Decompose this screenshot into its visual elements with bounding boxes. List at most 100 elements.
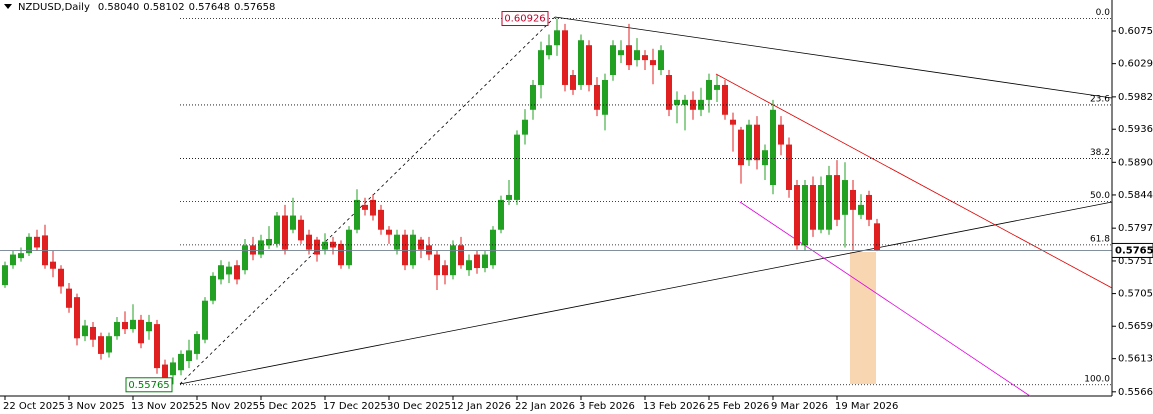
candle-body xyxy=(242,245,248,271)
candle-body xyxy=(482,254,488,269)
candle-body xyxy=(498,199,504,230)
fib-level-label: 50.0 xyxy=(1090,191,1110,201)
candle-body xyxy=(610,45,616,76)
candle-body xyxy=(362,204,368,210)
candle-body xyxy=(706,79,712,100)
x-tick-label: 17 Dec 2025 xyxy=(323,401,387,412)
x-tick-label: 3 Feb 2026 xyxy=(579,401,635,412)
candle-body xyxy=(538,50,544,85)
candle-body xyxy=(218,265,224,280)
y-tick-label: 0.59822 xyxy=(1118,92,1153,103)
y-tick-label: 0.59366 xyxy=(1118,124,1153,135)
candle-body xyxy=(794,185,800,246)
x-tick-label: 22 Oct 2025 xyxy=(3,401,65,412)
x-tick-label: 25 Nov 2025 xyxy=(195,401,259,412)
candle-body xyxy=(354,199,360,230)
candle-body xyxy=(58,268,64,287)
candle-body xyxy=(170,362,176,376)
x-tick-label: 30 Dec 2025 xyxy=(387,401,451,412)
candle-body xyxy=(410,234,416,266)
header-value: 0.57658 xyxy=(234,2,275,13)
candle-body xyxy=(338,243,344,266)
candle-body xyxy=(810,185,816,230)
candle-body xyxy=(26,236,32,254)
candle-body xyxy=(586,45,592,85)
candle-body xyxy=(850,189,856,210)
x-tick-label: 13 Nov 2025 xyxy=(131,401,195,412)
fib-level-label: 38.2 xyxy=(1090,148,1110,158)
candle-body xyxy=(210,275,216,301)
candle-body xyxy=(738,129,744,166)
candle-body xyxy=(666,75,672,110)
candle-body xyxy=(402,234,408,266)
candle-body xyxy=(386,229,392,235)
candle-body xyxy=(818,185,824,230)
candle-body xyxy=(554,30,560,46)
x-tick-label: 12 Jan 2026 xyxy=(451,401,511,412)
candle-body xyxy=(178,353,184,371)
candle-body xyxy=(866,194,872,220)
candle-body xyxy=(858,204,864,215)
candle-body xyxy=(650,60,656,66)
candle-body xyxy=(642,55,648,61)
candle-body xyxy=(618,50,624,56)
candle-body xyxy=(658,50,664,71)
trendline xyxy=(715,73,1113,289)
candle-body xyxy=(450,245,456,276)
chart-header: NZDUSD,Daily 0.58040 0.58102 0.57648 0.57658 xyxy=(18,2,275,13)
price-box-label: 0.60926 xyxy=(504,14,545,25)
candle-body xyxy=(18,253,24,259)
candle-body xyxy=(282,215,288,250)
candle-body xyxy=(194,334,200,354)
candle-body xyxy=(378,209,384,230)
candle-body xyxy=(98,336,104,354)
trendline xyxy=(554,16,1113,99)
candle-body xyxy=(746,124,752,161)
candle-body xyxy=(562,30,568,85)
candle-body xyxy=(106,336,112,353)
candle-body xyxy=(146,321,152,332)
candles xyxy=(2,18,880,385)
candle-body xyxy=(258,240,264,255)
x-tick-label: 9 Mar 2026 xyxy=(771,401,828,412)
x-tick-label: 25 Feb 2026 xyxy=(707,401,769,412)
fib-level-label: 61.8 xyxy=(1090,234,1110,244)
candle-body xyxy=(306,234,312,250)
candle-body xyxy=(602,79,608,115)
channel-line xyxy=(739,201,1031,397)
candle-body xyxy=(394,234,400,250)
candle-body xyxy=(770,109,776,186)
x-tick-label: 5 Dec 2025 xyxy=(259,401,317,412)
candle-body xyxy=(730,119,736,125)
candle-body xyxy=(762,150,768,166)
candle-body xyxy=(90,326,96,340)
x-tick-label: 22 Jan 2026 xyxy=(515,401,575,412)
candle-body xyxy=(674,99,680,105)
candle-body xyxy=(154,324,160,369)
candle-body xyxy=(226,266,232,275)
menu-triangle[interactable] xyxy=(4,4,12,9)
x-tick-label: 19 Mar 2026 xyxy=(835,401,898,412)
candle-body xyxy=(114,321,120,337)
candle-body xyxy=(570,75,576,90)
candle-body xyxy=(546,45,552,56)
candle-body xyxy=(426,245,432,255)
candle-body xyxy=(266,238,272,246)
candle-body xyxy=(786,144,792,190)
candle-body xyxy=(50,261,56,269)
header-value: 0.57648 xyxy=(189,2,230,13)
x-tick-label: 13 Feb 2026 xyxy=(643,401,705,412)
candle-body xyxy=(74,297,80,339)
candle-body xyxy=(842,180,848,215)
y-tick-label: 0.55666 xyxy=(1118,387,1153,398)
candle-body xyxy=(202,300,208,340)
candle-body xyxy=(682,99,688,105)
